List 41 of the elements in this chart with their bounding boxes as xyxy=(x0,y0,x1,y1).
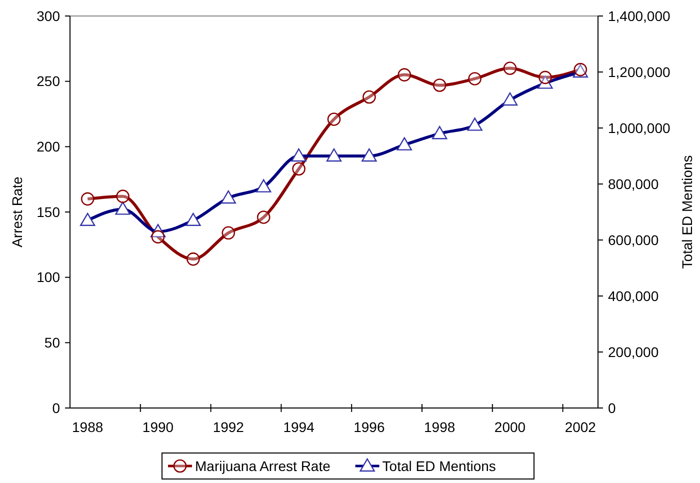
y2-axis-title: Total ED Mentions xyxy=(679,155,695,269)
y-tick-label: 0 xyxy=(52,400,60,416)
point xyxy=(222,226,236,240)
y-tick-label: 250 xyxy=(36,73,60,90)
point xyxy=(327,112,341,126)
point xyxy=(116,190,130,203)
point xyxy=(151,230,165,244)
y-tick-label: 150 xyxy=(36,204,60,220)
y-axis-title: Arrest Rate xyxy=(9,176,25,248)
x-tick-label: 1998 xyxy=(424,419,456,435)
point xyxy=(432,78,446,92)
y-tick-label: 200 xyxy=(36,138,60,155)
y-tick-label: 100 xyxy=(36,269,60,286)
y2-tick-label: 400,000 xyxy=(608,288,659,304)
point xyxy=(362,90,376,104)
y-tick-label: 50 xyxy=(44,334,60,351)
y-tick-label: 300 xyxy=(36,8,60,24)
y2-tick-label: 1,200,000 xyxy=(608,64,670,80)
point xyxy=(538,70,552,84)
x-tick-label: 1988 xyxy=(72,419,104,435)
point xyxy=(398,68,412,82)
x-tick-label: 1990 xyxy=(142,419,174,435)
x-tick-label: 1996 xyxy=(354,419,385,435)
x-tick-label: 2002 xyxy=(564,419,596,435)
y2-tick-label: 1,000,000 xyxy=(608,120,670,136)
x-tick-label: 1994 xyxy=(283,419,315,435)
x-tick-label: 2000 xyxy=(494,419,526,435)
point xyxy=(292,162,306,176)
point xyxy=(503,62,517,75)
y2-tick-label: 1,400,000 xyxy=(608,8,670,24)
x-tick-label: 1992 xyxy=(212,419,244,435)
point xyxy=(80,192,94,206)
point xyxy=(468,72,482,86)
y2-tick-label: 800,000 xyxy=(608,176,659,192)
legend-label: Total ED Mentions xyxy=(382,458,496,474)
y2-tick-label: 600,000 xyxy=(608,232,659,248)
y2-tick-label: 0 xyxy=(608,400,616,416)
point xyxy=(186,252,200,266)
legend-label: Marijuana Arrest Rate xyxy=(195,458,331,474)
point xyxy=(256,210,270,224)
y2-tick-label: 200,000 xyxy=(608,344,659,360)
